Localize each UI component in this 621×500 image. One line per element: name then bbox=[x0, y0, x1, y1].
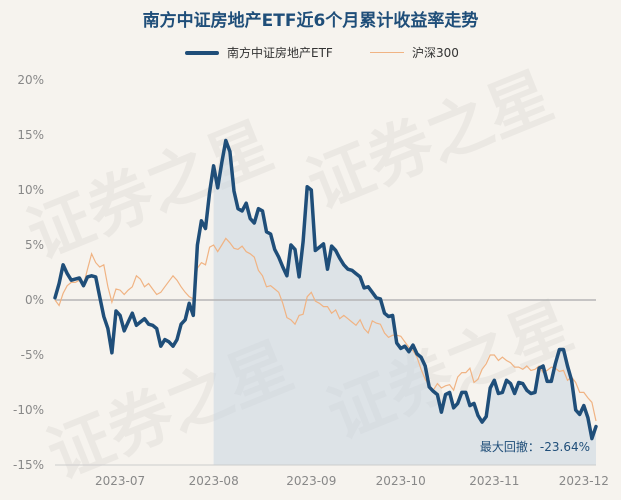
legend-swatch-etf bbox=[185, 50, 219, 55]
chart-title: 南方中证房地产ETF近6个月累计收益率走势 bbox=[142, 11, 479, 31]
y-tick-label: 15% bbox=[17, 128, 44, 142]
legend: 南方中证房地产ETF 沪深300 bbox=[0, 44, 621, 62]
y-tick-label: 5% bbox=[25, 238, 44, 252]
x-tick-label: 2023-08 bbox=[189, 474, 239, 488]
drawdown-area bbox=[213, 140, 596, 465]
x-tick-label: 2023-10 bbox=[376, 474, 426, 488]
legend-label-index: 沪深300 bbox=[412, 46, 459, 60]
max-drawdown-annotation: 最大回撤：-23.64% bbox=[480, 439, 590, 454]
y-tick-label: -5% bbox=[21, 348, 44, 362]
y-tick-label: 0% bbox=[25, 293, 44, 307]
y-tick-label: 10% bbox=[17, 183, 44, 197]
y-tick-label: -15% bbox=[13, 458, 44, 472]
y-tick-label: 20% bbox=[17, 73, 44, 87]
x-tick-label: 2023-12 bbox=[559, 474, 609, 488]
series-line-etf bbox=[53, 138, 598, 441]
series-line-index bbox=[54, 237, 597, 422]
legend-swatch-index bbox=[370, 51, 404, 54]
legend-item-etf: 南方中证房地产ETF bbox=[185, 44, 333, 61]
legend-label-etf: 南方中证房地产ETF bbox=[227, 46, 333, 60]
y-tick-label: -10% bbox=[13, 403, 44, 417]
x-tick-label: 2023-11 bbox=[469, 474, 519, 488]
legend-item-index: 沪深300 bbox=[370, 44, 459, 61]
x-tick-label: 2023-07 bbox=[95, 474, 145, 488]
x-tick-label: 2023-09 bbox=[286, 474, 336, 488]
